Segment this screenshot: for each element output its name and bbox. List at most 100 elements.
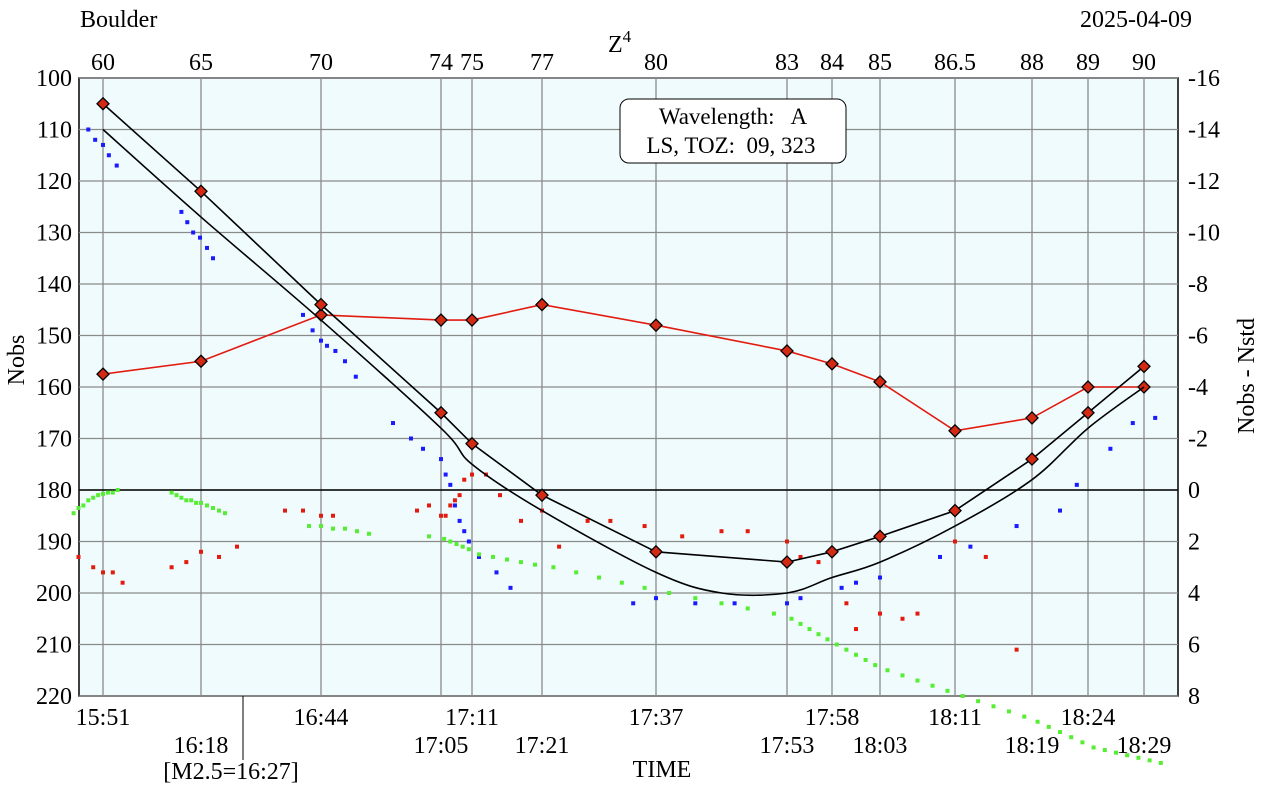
top-tick: 85 <box>868 50 892 76</box>
green-point <box>789 616 794 621</box>
green-point <box>1136 755 1141 760</box>
red-point <box>110 570 115 575</box>
red-point <box>415 508 419 513</box>
green-point <box>834 642 839 647</box>
red-point <box>443 513 448 518</box>
diamond-marker <box>873 374 887 389</box>
green-point <box>505 557 509 562</box>
green-point <box>945 688 950 693</box>
green-point <box>110 490 115 495</box>
y-tick-right: -4 <box>1188 375 1208 401</box>
green-point <box>798 621 803 626</box>
green-point <box>179 495 184 500</box>
top-tick: 83 <box>775 50 799 76</box>
red-point <box>76 554 81 559</box>
red-point <box>585 518 590 523</box>
series-line-2 <box>102 128 1145 597</box>
time-tick: 15:51 <box>76 705 131 731</box>
green-point <box>807 627 812 632</box>
green-point <box>854 652 858 657</box>
series-line-1 <box>102 103 1145 563</box>
time-tick: 17:21 <box>515 733 570 759</box>
red-point <box>844 601 849 606</box>
red-point <box>457 493 462 498</box>
y-tick-left: 190 <box>36 530 72 556</box>
diamond-marker <box>1025 452 1039 467</box>
green-point <box>1080 740 1085 745</box>
green-point <box>307 524 311 529</box>
blue-point <box>185 220 190 225</box>
green-point <box>105 490 110 495</box>
green-point <box>205 503 209 508</box>
y-tick-right: 2 <box>1188 530 1200 556</box>
axis-ticks: 100 110 120 130 140 150 160 170 180 190 200 210 220 -… <box>36 50 1220 759</box>
blue-point <box>93 137 98 142</box>
diamond-marker <box>1025 410 1039 425</box>
green-point <box>597 575 601 580</box>
marker-note-label: [M2.5=16:27] <box>163 759 299 785</box>
diamond-marker <box>314 297 328 312</box>
green-point <box>115 488 120 492</box>
top-tick: 89 <box>1076 50 1100 76</box>
legend-line-2: LS, TOZ: 09, 323 <box>646 133 815 158</box>
top-tick: 84 <box>820 50 844 76</box>
diamond-marker <box>948 503 962 518</box>
green-point <box>900 673 905 678</box>
y-tick-left: 180 <box>36 478 72 504</box>
green-point <box>574 570 579 575</box>
green-point <box>976 699 981 704</box>
y-tick-right: 0 <box>1188 478 1200 504</box>
legend-box: Wavelength: A LS, TOZ: 09, 323 <box>619 98 847 164</box>
green-point <box>771 611 776 616</box>
blue-point <box>343 359 347 364</box>
green-point <box>71 511 76 516</box>
red-point <box>217 554 221 559</box>
green-point <box>816 632 821 637</box>
blue-point <box>477 554 481 559</box>
scatter-points <box>71 127 1163 765</box>
y-tick-left: 150 <box>36 324 72 350</box>
blue-point <box>654 596 658 601</box>
diamond-marker <box>96 96 110 111</box>
green-point <box>825 637 830 642</box>
red-point <box>680 534 685 539</box>
green-point <box>448 539 453 544</box>
blue-point <box>1014 524 1019 529</box>
x-axis-label: TIME <box>633 757 692 783</box>
green-point <box>533 562 537 567</box>
blue-point <box>319 338 323 343</box>
red-point <box>439 513 443 518</box>
blue-point <box>785 601 789 606</box>
green-point <box>477 552 481 557</box>
time-tick: 17:53 <box>760 733 815 759</box>
blue-point <box>301 312 305 317</box>
green-point <box>355 529 359 534</box>
top-tick: 90 <box>1132 50 1156 76</box>
green-point <box>519 560 523 565</box>
diamond-marker <box>434 313 448 327</box>
green-point <box>466 547 471 552</box>
blue-point <box>86 127 91 132</box>
green-point <box>442 536 447 541</box>
red-point <box>184 560 189 565</box>
diamond-marker <box>825 356 839 371</box>
blue-point <box>353 374 358 379</box>
green-point <box>454 542 459 547</box>
green-point <box>863 657 868 662</box>
top-tick: 70 <box>309 50 333 76</box>
red-point <box>983 554 988 559</box>
red-point <box>498 493 502 498</box>
red-point <box>816 560 821 565</box>
blue-point <box>325 343 329 348</box>
time-tick: 17:05 <box>414 733 469 759</box>
green-point <box>211 506 215 511</box>
green-point <box>319 524 323 529</box>
green-point <box>915 678 920 683</box>
green-point <box>331 526 335 531</box>
green-point <box>667 591 672 595</box>
time-tick: 18:24 <box>1061 705 1116 731</box>
green-point <box>169 490 174 495</box>
red-point <box>235 544 239 549</box>
y-tick-left: 160 <box>36 375 72 401</box>
